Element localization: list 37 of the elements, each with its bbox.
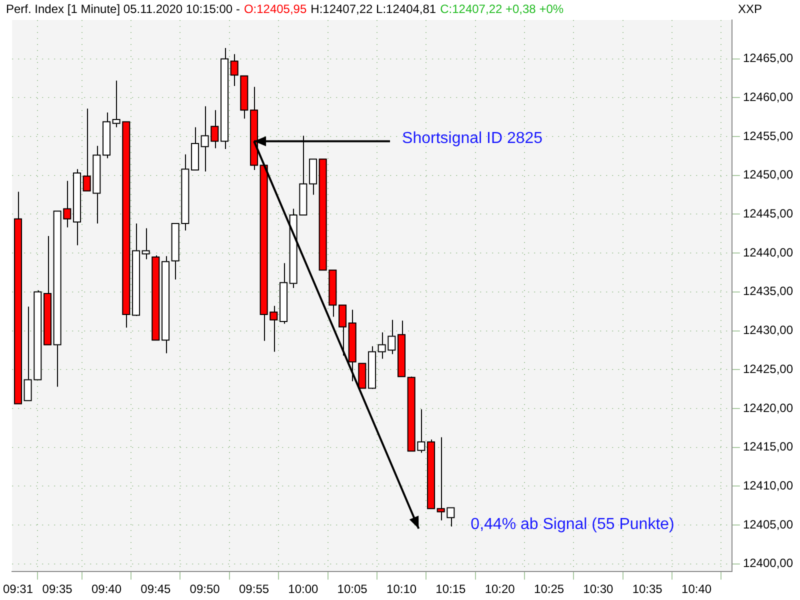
y-tick-label: 12415,00	[742, 440, 794, 454]
y-tick-label: 12450,00	[742, 168, 794, 182]
candlestick	[142, 228, 150, 260]
chart-title: Perf. Index [1 Minute] 05.11.2020 10:15:00 -	[6, 2, 240, 16]
y-tick-label: 12460,00	[742, 90, 794, 104]
y-tick-label: 12425,00	[742, 362, 794, 376]
x-tick-label: 09:31	[3, 582, 34, 596]
y-tick-label: 12455,00	[742, 128, 794, 143]
text: H:12407,22 L:12404,81	[310, 2, 436, 16]
y-tick-label: 12405,00	[742, 517, 794, 532]
y-tick-label: 12445,00	[742, 206, 794, 221]
y-tick-label: 12420,00	[742, 400, 794, 415]
x-tick-label: 09:45	[140, 582, 172, 596]
x-tick-label: 10:25	[534, 582, 564, 596]
x-tick-label: 10:40	[682, 582, 712, 596]
x-tick-label: 09:50	[190, 582, 220, 596]
y-tick-label: 12435,00	[742, 284, 794, 298]
x-tick-label: 09:40	[92, 582, 122, 596]
x-tick-label: 10:35	[632, 582, 663, 596]
annotation: Shortsignal ID 2825	[402, 130, 543, 148]
y-tick-label: 12430,00	[742, 323, 794, 338]
annotation: 0,44% ab Signal (55 Punkte)	[470, 516, 674, 534]
x-tick-label: 10:00	[288, 582, 319, 596]
x-tick-label: 10:30	[583, 582, 614, 596]
x-tick-label: 09:55	[239, 582, 270, 596]
y-axis-title: XXP	[738, 2, 762, 16]
text: C:12407,22 +0,38 +0%	[440, 2, 564, 16]
text: O:12405,95	[244, 2, 307, 16]
x-tick-label: 10:20	[484, 582, 516, 596]
x-tick-label: 09:35	[42, 582, 73, 596]
y-tick-label: 12440,00	[742, 245, 794, 260]
x-tick-label: 10:10	[386, 582, 417, 596]
x-tick-label: 10:05	[337, 582, 368, 596]
x-tick-label: 10:15	[436, 582, 466, 596]
y-tick-label: 12410,00	[742, 478, 794, 492]
y-tick-label: 12465,00	[742, 51, 794, 66]
y-tick-label: 12400,00	[742, 556, 794, 570]
